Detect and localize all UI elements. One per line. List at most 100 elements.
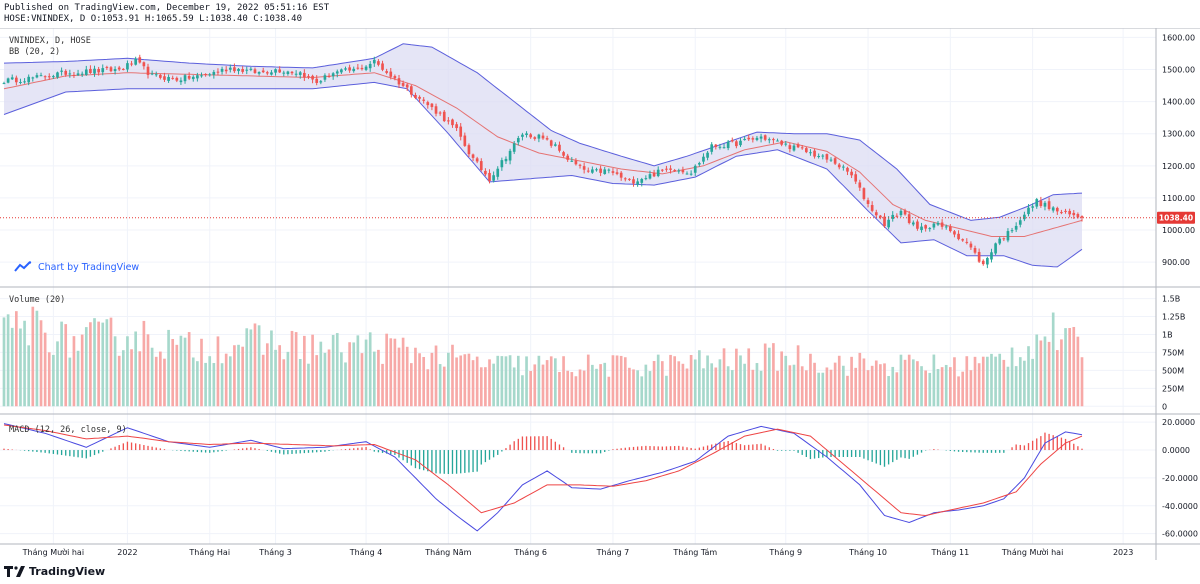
volume-bar (492, 363, 495, 407)
volume-bar (377, 349, 380, 407)
candle (582, 166, 586, 170)
candle (689, 173, 693, 175)
ohlc-header: HOSE:VNINDEX, D O:1053.91 H:1065.59 L:10… (4, 14, 303, 24)
tradingview-footer: TradingView (4, 565, 105, 578)
volume-bar (953, 357, 956, 407)
volume-bar (64, 324, 68, 407)
candle (833, 158, 837, 164)
chart-frame[interactable]: 1038.40 Tháng Mười hai 2022 Tháng Hai Tháng… (0, 28, 1200, 560)
candle (702, 156, 705, 162)
volume-bar (368, 332, 372, 407)
volume-bar (796, 345, 800, 407)
volume-bar (150, 347, 154, 407)
candle (739, 140, 742, 146)
bb-indicator-label[interactable]: BB (20, 2) (9, 47, 61, 57)
volume-bar (364, 339, 368, 407)
candle (290, 71, 294, 74)
candle (541, 135, 545, 139)
candle (1018, 220, 1022, 225)
candle (776, 140, 779, 142)
y-tick-label: 1400.00 (1162, 98, 1195, 107)
volume-bar (652, 361, 656, 407)
candle (134, 58, 137, 65)
volume-bar (949, 367, 952, 407)
volume-bar (1055, 350, 1059, 407)
candle (154, 74, 158, 76)
candle (837, 164, 841, 168)
candle (578, 164, 582, 166)
candle (352, 68, 356, 72)
volume-bar (397, 347, 401, 407)
volume-bar (521, 375, 524, 407)
volume-bar (916, 361, 919, 407)
volume-bar (340, 352, 343, 407)
volume-bar (241, 346, 244, 407)
candle (138, 57, 142, 63)
volume-bar (331, 335, 335, 407)
volume-bar (512, 367, 516, 407)
volume-bar (175, 344, 179, 407)
volume-bar (447, 352, 450, 407)
candle (484, 170, 487, 175)
volume-bar (294, 332, 298, 407)
volume-bar (270, 330, 273, 407)
x-tick-label: Tháng 9 (768, 548, 802, 557)
candle (43, 76, 47, 78)
candle (31, 77, 35, 79)
candle (463, 135, 467, 146)
candle (516, 138, 520, 143)
x-tick-label: Tháng 11 (930, 548, 969, 557)
volume-bar (89, 322, 92, 407)
volume-bar (372, 351, 376, 407)
volume-bar (591, 364, 594, 407)
volume-bar (463, 354, 467, 407)
volume-bar (179, 335, 183, 407)
candle (6, 78, 10, 83)
candle (949, 226, 952, 232)
candle (554, 144, 557, 146)
volume-bar (813, 362, 816, 407)
x-tick-label: Tháng 4 (349, 548, 383, 557)
volume-bar (381, 363, 384, 407)
candle (603, 169, 607, 175)
candle (665, 168, 668, 170)
volume-bar (800, 366, 804, 407)
volume-bar (998, 353, 1002, 407)
candle (1027, 207, 1030, 215)
candle (2, 83, 6, 85)
volume-bar (508, 355, 512, 407)
volume-bar (43, 332, 47, 407)
candle (1031, 206, 1034, 208)
volume-bar (10, 327, 14, 407)
chart-by-tradingview-link[interactable]: Chart by TradingView (14, 261, 139, 273)
volume-bar (389, 338, 393, 407)
candle (117, 67, 121, 70)
candle (998, 238, 1002, 244)
candle (253, 69, 257, 73)
volume-bar (134, 331, 137, 407)
candle (492, 175, 495, 181)
volume-bar (323, 352, 327, 407)
candle (636, 181, 639, 185)
candle (558, 144, 561, 151)
volume-bar (809, 353, 812, 407)
y-tick-label: 1500.00 (1162, 66, 1195, 75)
volume-bar (965, 356, 969, 407)
candle (335, 71, 339, 74)
volume-bar (533, 364, 537, 407)
macd-indicator-label[interactable]: MACD (12, 26, close, 9) (9, 425, 127, 435)
volume-bar (1064, 328, 1067, 407)
volume-indicator-label[interactable]: Volume (20) (9, 295, 66, 305)
candle (348, 67, 351, 71)
candle (907, 214, 911, 223)
candle (940, 222, 944, 227)
volume-bar (430, 352, 434, 407)
candle (216, 71, 220, 73)
volume-bar (31, 306, 35, 407)
candle (19, 81, 22, 83)
volume-bar (578, 369, 582, 407)
x-tick-label: 2023 (1113, 548, 1133, 557)
volume-bar (117, 355, 121, 407)
candle (414, 94, 417, 98)
volume-bar (780, 351, 783, 407)
